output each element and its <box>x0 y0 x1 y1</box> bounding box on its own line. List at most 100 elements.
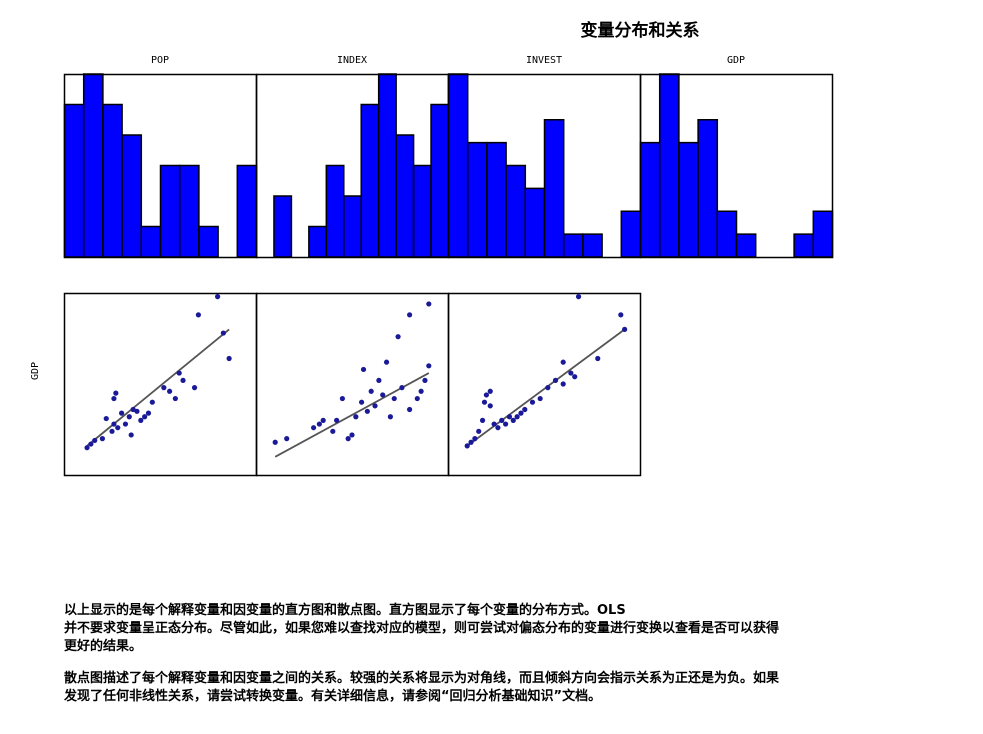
scatter-point-invest <box>472 436 478 442</box>
scatter-point-pop <box>176 370 182 376</box>
scatter-point-index <box>330 428 336 434</box>
histogram-bar-pop <box>121 134 143 258</box>
chart-title: 变量分布和关系 <box>580 21 700 41</box>
histogram-bar-gdp <box>697 119 719 258</box>
scatter-point-pop <box>172 395 178 402</box>
histogram-bar-index <box>360 103 380 258</box>
histogram-bar-gdp <box>639 141 661 258</box>
scatter-point-pop <box>161 385 167 391</box>
scatter-point-index <box>368 388 374 394</box>
scatter-point-pop <box>103 415 109 422</box>
scatter-point-invest <box>572 374 578 380</box>
scatter-point-index <box>360 366 367 373</box>
histogram-bar-invest <box>562 233 584 258</box>
scatter-point-index <box>426 301 432 307</box>
chart-canvas <box>63 73 834 477</box>
scatter-point-invest <box>622 326 628 332</box>
histogram-bar-gdp <box>793 233 815 258</box>
description-line: 更好的结果。 <box>64 639 143 654</box>
scatter-point-invest <box>483 392 489 398</box>
scatter-point-index <box>339 395 345 402</box>
scatter-point-index <box>426 363 432 369</box>
scatter-point-invest <box>499 417 505 423</box>
histogram-bar-pop <box>236 164 258 258</box>
histogram-bar-invest <box>447 73 469 258</box>
scatter-point-index <box>380 392 386 398</box>
scatter-point-index <box>383 359 390 365</box>
scatter-point-index <box>349 432 355 438</box>
scatter-point-pop <box>109 428 115 434</box>
scatter-point-invest <box>522 406 528 413</box>
scatter-point-invest <box>560 381 566 387</box>
scatter-point-invest <box>503 421 509 427</box>
scatter-point-index <box>414 395 420 402</box>
scatter-point-index <box>320 417 326 423</box>
scatter-point-invest <box>552 377 559 383</box>
scatter-point-pop <box>142 414 148 420</box>
scatter-point-pop <box>126 414 132 420</box>
histogram-bar-gdp <box>658 73 680 258</box>
scatter-point-pop <box>215 294 221 300</box>
histogram-bar-pop <box>82 73 104 258</box>
scatter-point-invest <box>560 359 566 365</box>
scatter-point-pop <box>195 312 201 318</box>
scatter-point-pop <box>134 408 140 414</box>
scatter-point-pop <box>180 377 186 383</box>
histogram-frame-gdp <box>639 73 834 259</box>
histogram-bar-gdp <box>812 210 834 258</box>
scatter-frame-index <box>255 292 450 477</box>
scatter-point-index <box>284 436 290 442</box>
histogram-bar-index <box>273 195 293 258</box>
scatter-point-invest <box>464 443 470 449</box>
histogram-bar-invest <box>524 187 546 258</box>
histogram-bar-gdp <box>716 210 738 258</box>
scatter-point-pop <box>220 330 226 336</box>
description-line: 以上显示的是每个解释变量和因变量的直方图和散点图。直方图显示了每个变量的分布方式… <box>64 603 626 618</box>
scatter-point-index <box>364 408 370 414</box>
fit-line-pop <box>86 328 230 447</box>
description-line: 并不要求变量呈正态分布。尽管如此，如果您难以查找对应的模型，则可尝试对偏态分布的… <box>64 621 780 636</box>
histogram-bar-gdp <box>735 233 757 258</box>
histogram-bar-pop <box>178 164 200 258</box>
histogram-bar-pop <box>63 103 85 258</box>
scatter-point-invest <box>595 355 601 362</box>
scatter-point-pop <box>99 436 105 442</box>
hist-label-pop: POP <box>150 55 170 66</box>
scatter-point-pop <box>138 417 144 423</box>
histogram-bar-invest <box>620 210 642 258</box>
scatter-point-index <box>422 377 428 383</box>
scatter-point-pop <box>191 385 198 391</box>
scatter-point-invest <box>618 312 624 318</box>
histogram-bar-invest <box>582 233 603 258</box>
scatter-point-invest <box>506 414 513 420</box>
scatter-point-index <box>311 425 317 431</box>
histogram-bar-invest <box>466 141 488 258</box>
scatter-point-invest <box>481 399 488 405</box>
scatter-point-invest <box>487 388 493 394</box>
scatter-frame-invest <box>447 292 642 477</box>
scatter-point-index <box>407 312 413 318</box>
scatter-point-index <box>376 377 382 383</box>
description-paragraph-2: 散点图描述了每个解释变量和因变量之间的关系。较强的关系将显示为对角线，而且倾斜方… <box>64 670 964 706</box>
histogram-bar-gdp <box>678 141 699 258</box>
hist-label-gdp: GDP <box>726 55 746 66</box>
histogram-bar-index <box>395 134 415 258</box>
scatter-point-pop <box>111 421 117 427</box>
scatter-point-pop <box>111 395 117 402</box>
scatter-point-pop <box>167 388 173 394</box>
scatter-point-pop <box>128 432 134 438</box>
scatter-point-invest <box>476 428 482 434</box>
scatter-point-index <box>395 334 401 340</box>
scatter-point-pop <box>149 399 155 405</box>
scatter-point-index <box>345 436 351 442</box>
scatter-point-pop <box>122 421 129 427</box>
histogram-bar-invest <box>505 164 527 258</box>
histogram-bar-index <box>325 164 345 258</box>
scatter-point-index <box>334 417 340 423</box>
scatter-point-index <box>359 399 365 405</box>
description-paragraph-1: 以上显示的是每个解释变量和因变量的直方图和散点图。直方图显示了每个变量的分布方式… <box>64 602 964 656</box>
scatter-point-index <box>399 385 405 391</box>
description-line: 散点图描述了每个解释变量和因变量之间的关系。较强的关系将显示为对角线，而且倾斜方… <box>64 671 780 686</box>
scatter-point-invest <box>495 425 501 431</box>
scatter-point-invest <box>545 385 551 391</box>
